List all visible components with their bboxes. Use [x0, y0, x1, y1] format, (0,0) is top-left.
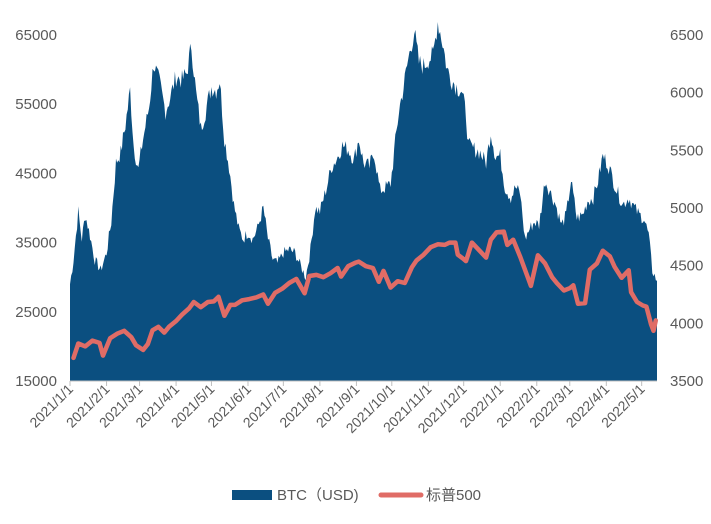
- sp500-line: [71, 229, 659, 361]
- right-tick-label: 5500: [670, 142, 703, 159]
- right-tick-label: 4500: [670, 258, 703, 275]
- left-tick-label: 15000: [15, 373, 57, 390]
- btc-area-layer: [70, 22, 657, 381]
- left-tick-label: 25000: [15, 304, 57, 321]
- right-tick-label: 6500: [670, 27, 703, 44]
- x-axis: 2021/1/12021/2/12021/3/12021/4/12021/5/1…: [26, 381, 648, 437]
- legend: BTC（USD) 标普500: [232, 487, 481, 504]
- legend-swatch-btc: [232, 490, 272, 500]
- right-y-axis: 3500 4000 4500 5000 5500 6000 6500: [670, 27, 703, 390]
- left-y-axis: 15000 25000 35000 45000 55000 65000: [15, 27, 57, 390]
- left-tick-label: 65000: [15, 27, 57, 44]
- sp500-line-layer: [71, 229, 659, 361]
- btc-area: [70, 22, 657, 381]
- right-tick-label: 6000: [670, 85, 703, 102]
- legend-label-sp500: 标普500: [426, 487, 481, 504]
- right-tick-label: 3500: [670, 373, 703, 390]
- right-tick-label: 4000: [670, 315, 703, 332]
- legend-label-btc: BTC（USD): [277, 487, 359, 504]
- left-tick-label: 45000: [15, 165, 57, 182]
- left-tick-label: 55000: [15, 96, 57, 113]
- right-tick-label: 5000: [670, 200, 703, 217]
- left-tick-label: 35000: [15, 235, 57, 252]
